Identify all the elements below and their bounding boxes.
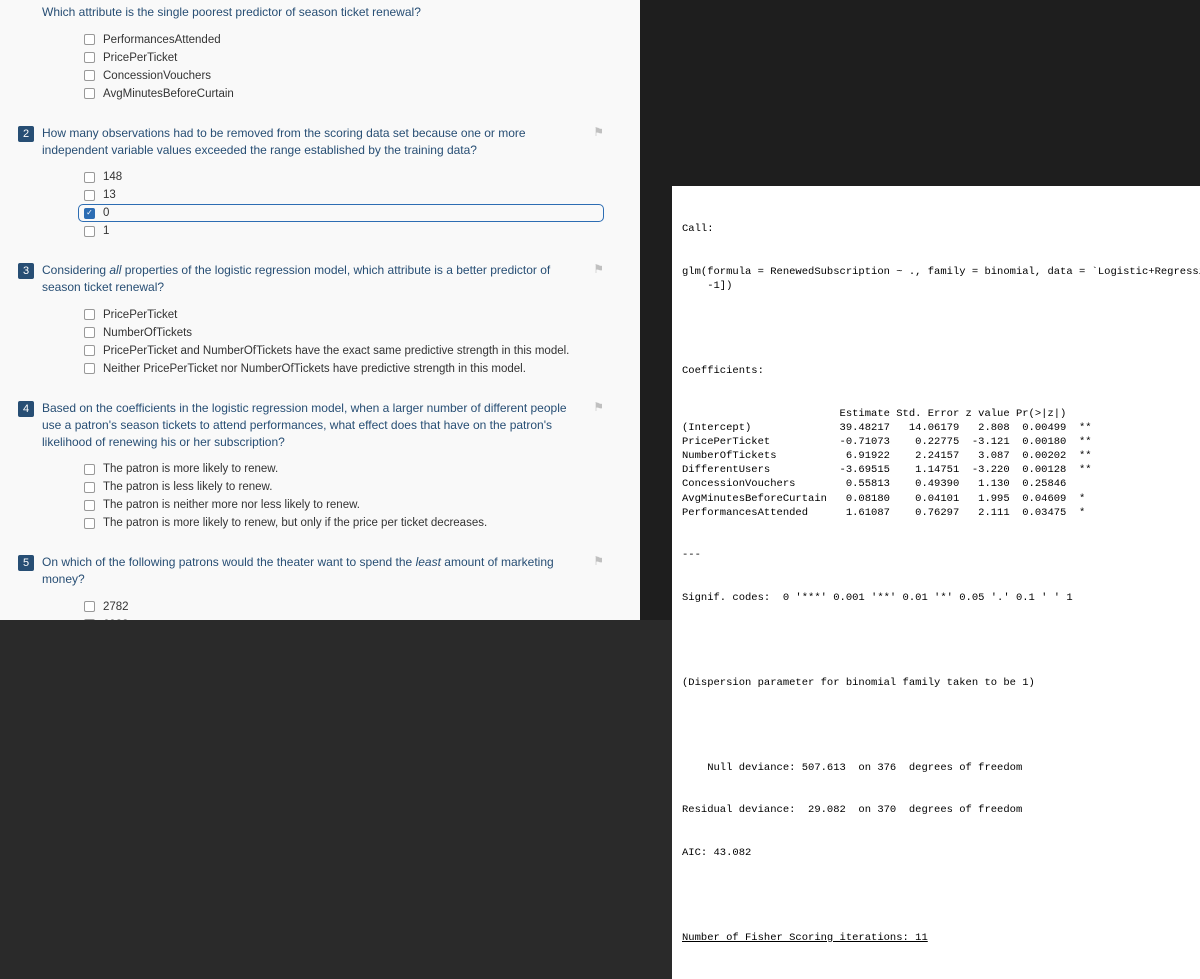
option-row[interactable]: The patron is less likely to renew. — [78, 478, 604, 496]
flag-icon[interactable]: ⚑ — [593, 400, 604, 414]
question-header: 5 On which of the following patrons would… — [18, 554, 604, 588]
option-row[interactable]: PricePerTicket — [78, 49, 604, 67]
call-label: Call: — [682, 222, 1190, 236]
call-body: glm(formula = RenewedSubscription ~ ., f… — [682, 265, 1190, 293]
question-block: Which attribute is the single poorest pr… — [18, 4, 604, 103]
option-row[interactable]: 1 — [78, 222, 604, 240]
question-header: 2 How many observations had to be removed… — [18, 125, 604, 159]
flag-icon[interactable]: ⚑ — [593, 554, 604, 568]
question-header: 3 Considering all properties of the logis… — [18, 262, 604, 296]
question-block: 4 Based on the coefficients in the logist… — [18, 400, 604, 532]
options-group: 148 13 0 1 — [78, 168, 604, 240]
option-label: NumberOfTickets — [103, 327, 192, 339]
question-text: Based on the coefficients in the logisti… — [42, 400, 593, 450]
question-text: Which attribute is the single poorest pr… — [42, 4, 604, 21]
r-output: Call: glm(formula = RenewedSubscription … — [672, 186, 1200, 979]
option-label: The patron is less likely to renew. — [103, 481, 272, 493]
option-label: PricePerTicket — [103, 309, 177, 321]
checkbox[interactable] — [84, 500, 95, 511]
flag-icon[interactable]: ⚑ — [593, 125, 604, 139]
separator: --- — [682, 548, 1190, 562]
option-row[interactable]: 2782 — [78, 598, 604, 616]
option-label: The patron is more likely to renew, but … — [103, 517, 487, 529]
option-row[interactable]: PricePerTicket — [78, 306, 604, 324]
dispersion: (Dispersion parameter for binomial famil… — [682, 676, 1190, 690]
option-row[interactable]: AvgMinutesBeforeCurtain — [78, 85, 604, 103]
checkbox[interactable] — [84, 309, 95, 320]
option-row[interactable]: ConcessionVouchers — [78, 67, 604, 85]
option-label: AvgMinutesBeforeCurtain — [103, 88, 234, 100]
question-text: How many observations had to be removed … — [42, 125, 593, 159]
quiz-panel: Which attribute is the single poorest pr… — [0, 0, 640, 620]
residual-deviance: Residual deviance: 29.082 on 370 degrees… — [682, 803, 1190, 817]
checkbox[interactable] — [84, 518, 95, 529]
option-row[interactable]: PricePerTicket and NumberOfTickets have … — [78, 342, 604, 360]
checkbox[interactable] — [84, 190, 95, 201]
option-label: 148 — [103, 171, 122, 183]
question-number-badge: 4 — [18, 401, 34, 417]
aic: AIC: 43.082 — [682, 846, 1190, 860]
question-block: 2 How many observations had to be removed… — [18, 125, 604, 241]
checkbox[interactable] — [84, 34, 95, 45]
question-number-badge: 2 — [18, 126, 34, 142]
option-label: The patron is more likely to renew. — [103, 463, 278, 475]
questions-list: Which attribute is the single poorest pr… — [18, 4, 604, 620]
option-row[interactable]: The patron is more likely to renew, but … — [78, 514, 604, 532]
option-row[interactable]: PerformancesAttended — [78, 31, 604, 49]
options-group: 2782693310125240 — [78, 598, 604, 620]
question-text: Considering all properties of the logist… — [42, 262, 593, 296]
checkbox[interactable] — [84, 70, 95, 81]
checkbox[interactable] — [84, 601, 95, 612]
option-label: PricePerTicket and NumberOfTickets have … — [103, 345, 569, 357]
option-label: Neither PricePerTicket nor NumberOfTicke… — [103, 363, 526, 375]
options-group: The patron is more likely to renew. The p… — [78, 460, 604, 532]
checkbox[interactable] — [84, 327, 95, 338]
question-header: 4 Based on the coefficients in the logist… — [18, 400, 604, 450]
question-header: Which attribute is the single poorest pr… — [18, 4, 604, 21]
option-label: 1 — [103, 225, 109, 237]
null-deviance: Null deviance: 507.613 on 376 degrees of… — [682, 761, 1190, 775]
options-group: PerformancesAttended PricePerTicket Conces… — [78, 31, 604, 103]
option-label: 13 — [103, 189, 116, 201]
option-row[interactable]: 0 — [78, 204, 604, 222]
checkbox[interactable] — [84, 482, 95, 493]
question-block: 5 On which of the following patrons would… — [18, 554, 604, 620]
question-number-badge: 3 — [18, 263, 34, 279]
option-row[interactable]: NumberOfTickets — [78, 324, 604, 342]
checkbox[interactable] — [84, 464, 95, 475]
option-label: 0 — [103, 207, 109, 219]
option-row[interactable]: Neither PricePerTicket nor NumberOfTicke… — [78, 360, 604, 378]
fisher-iterations: Number of Fisher Scoring iterations: 11 — [682, 931, 1190, 945]
option-label: PricePerTicket — [103, 52, 177, 64]
option-row[interactable]: 6933 — [78, 616, 604, 620]
options-group: PricePerTicket NumberOfTickets PricePerTic… — [78, 306, 604, 378]
coefficients-table: Estimate Std. Error z value Pr(>|z|) (In… — [682, 407, 1190, 520]
option-label: 2782 — [103, 601, 129, 613]
signif-codes: Signif. codes: 0 '***' 0.001 '**' 0.01 '… — [682, 591, 1190, 605]
checkbox[interactable] — [84, 88, 95, 99]
checkbox[interactable] — [84, 345, 95, 356]
option-row[interactable]: 148 — [78, 168, 604, 186]
checkbox[interactable] — [84, 172, 95, 183]
option-label: ConcessionVouchers — [103, 70, 211, 82]
question-text: On which of the following patrons would … — [42, 554, 593, 588]
flag-icon[interactable]: ⚑ — [593, 262, 604, 276]
checkbox[interactable] — [84, 363, 95, 374]
checkbox[interactable] — [84, 208, 95, 219]
checkbox[interactable] — [84, 52, 95, 63]
option-row[interactable]: The patron is more likely to renew. — [78, 460, 604, 478]
console-area: Call: glm(formula = RenewedSubscription … — [640, 0, 1200, 620]
option-label: PerformancesAttended — [103, 34, 221, 46]
coefficients-label: Coefficients: — [682, 364, 1190, 378]
checkbox[interactable] — [84, 226, 95, 237]
option-row[interactable]: 13 — [78, 186, 604, 204]
question-block: 3 Considering all properties of the logis… — [18, 262, 604, 378]
option-label: The patron is neither more nor less like… — [103, 499, 360, 511]
question-number-badge: 5 — [18, 555, 34, 571]
option-row[interactable]: The patron is neither more nor less like… — [78, 496, 604, 514]
